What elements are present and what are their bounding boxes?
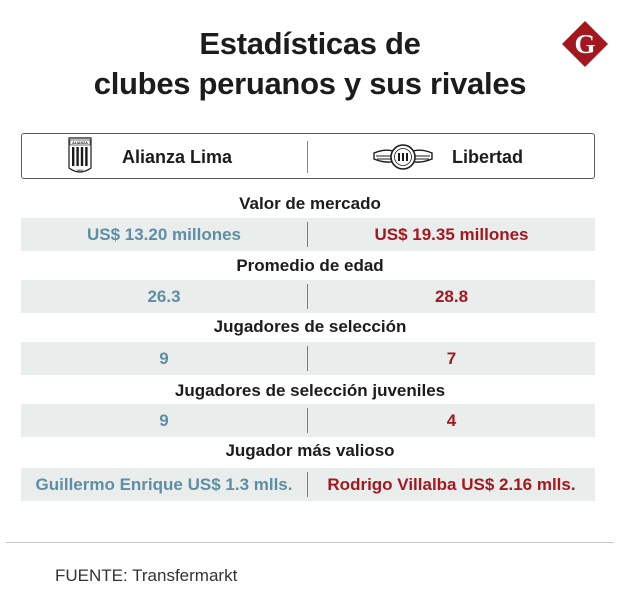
row-divider xyxy=(307,408,308,433)
svg-text:G: G xyxy=(574,29,595,59)
stat-row-seleccion-juveniles: 9 4 xyxy=(21,404,595,437)
team-left: ALIANZA 1901 Alianza Lima xyxy=(68,137,232,177)
alianza-lima-crest-icon: ALIANZA 1901 xyxy=(68,137,92,173)
teams-header: ALIANZA 1901 Alianza Lima Libertad xyxy=(21,133,595,179)
stat-label-seleccion-juveniles: Jugadores de selección juveniles xyxy=(174,381,446,400)
stat-label-jugadores-seleccion: Jugadores de selección xyxy=(213,317,407,336)
team-right-name: Libertad xyxy=(452,146,524,167)
team-left-name: Alianza Lima xyxy=(122,146,233,167)
stat-label-valor-mercado: Valor de mercado xyxy=(239,194,381,213)
title-line-2: clubes peruanos y sus rivales xyxy=(93,66,527,101)
stat-value-right: 7 xyxy=(446,349,457,368)
row-divider xyxy=(307,284,308,309)
stat-label-jugador-valioso: Jugador más valioso xyxy=(225,441,395,460)
team-right: Libertad xyxy=(372,137,523,177)
stat-value-right: 28.8 xyxy=(434,287,469,306)
stat-row-jugador-valioso: Guillermo Enrique US$ 1.3 mlls. Rodrigo … xyxy=(21,468,595,501)
row-divider xyxy=(307,346,308,371)
stat-value-right: US$ 19.35 millones xyxy=(374,225,529,244)
row-divider xyxy=(307,222,308,247)
stat-value-left: 9 xyxy=(159,349,169,368)
source-note: FUENTE: Transfermarkt xyxy=(55,566,238,585)
svg-text:1901: 1901 xyxy=(76,169,84,173)
stat-value-right: 4 xyxy=(446,411,457,430)
stat-value-left: 26.3 xyxy=(147,287,181,306)
stat-value-right: Rodrigo Villalba US$ 2.16 mlls. xyxy=(327,475,576,494)
page-title: Estadísticas de clubes peruanos y sus ri… xyxy=(0,24,620,104)
stat-value-left: 9 xyxy=(159,411,169,430)
stat-label-promedio-edad: Promedio de edad xyxy=(236,256,384,275)
stat-row-promedio-edad: 26.3 28.8 xyxy=(21,280,595,313)
stat-value-left: US$ 13.20 millones xyxy=(86,225,242,244)
stat-row-jugadores-seleccion: 9 7 xyxy=(21,342,595,375)
libertad-crest-icon xyxy=(373,144,433,170)
svg-text:ALIANZA: ALIANZA xyxy=(72,141,88,145)
stat-row-valor-mercado: US$ 13.20 millones US$ 19.35 millones xyxy=(21,218,595,251)
teams-divider xyxy=(307,141,308,173)
footer-divider xyxy=(6,542,614,543)
title-line-1: Estadísticas de xyxy=(199,26,421,61)
stat-value-left: Guillermo Enrique US$ 1.3 mlls. xyxy=(35,475,293,494)
gestion-logo-icon: G xyxy=(562,21,608,67)
row-divider xyxy=(307,472,308,497)
